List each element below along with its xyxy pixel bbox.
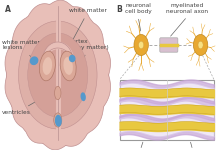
Circle shape [134,34,148,56]
Text: neuronal
cell body: neuronal cell body [125,3,152,14]
Text: neuronal
axon: neuronal axon [182,142,208,150]
Ellipse shape [63,57,73,75]
Circle shape [139,41,144,49]
Ellipse shape [54,86,61,100]
Text: myelin: myelin [129,142,148,150]
Text: myelinated
neuronal axon: myelinated neuronal axon [166,3,208,14]
Ellipse shape [54,113,62,127]
Text: B: B [117,4,122,14]
Ellipse shape [69,55,76,62]
Text: cortex
(gray matter): cortex (gray matter) [69,39,109,57]
Ellipse shape [80,92,86,101]
Ellipse shape [39,51,55,81]
Ellipse shape [7,4,109,146]
Ellipse shape [19,21,97,129]
Text: white matter
lesions: white matter lesions [2,40,40,59]
Ellipse shape [28,33,88,117]
FancyBboxPatch shape [160,38,178,52]
Ellipse shape [43,57,52,75]
FancyBboxPatch shape [120,80,214,140]
Ellipse shape [55,115,62,127]
Circle shape [198,41,203,49]
Circle shape [193,34,208,56]
Text: A: A [5,4,10,14]
Text: white matter: white matter [69,9,107,40]
Ellipse shape [60,51,76,81]
Polygon shape [5,0,111,150]
Text: ventricles: ventricles [2,94,48,115]
Ellipse shape [30,56,38,65]
